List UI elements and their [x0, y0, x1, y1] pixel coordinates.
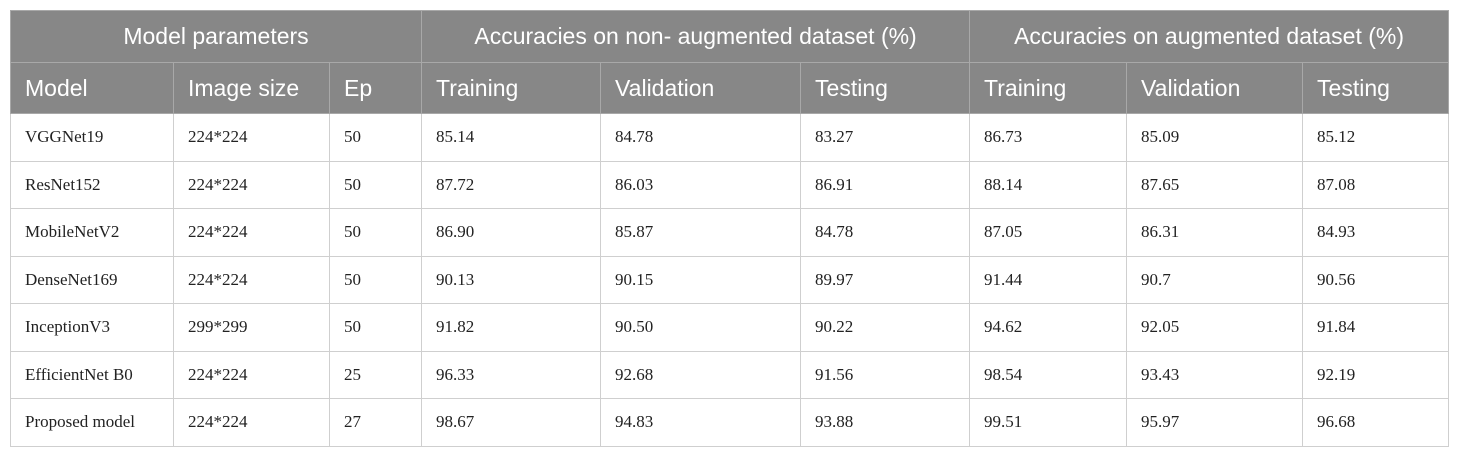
table-cell: EfficientNet B0 — [10, 350, 174, 399]
table-cell: 92.19 — [1302, 350, 1450, 399]
table-cell: 94.83 — [600, 398, 802, 447]
column-header: Testing — [800, 62, 971, 114]
table-cell: 299*299 — [173, 303, 330, 352]
column-header: Training — [421, 62, 602, 114]
table-cell: 85.09 — [1126, 113, 1304, 162]
table-cell: 95.97 — [1126, 398, 1304, 447]
table-cell: 84.78 — [600, 113, 802, 162]
table-cell: 50 — [328, 255, 423, 304]
table-cell: 91.82 — [421, 303, 602, 352]
table-cell: 224*224 — [173, 398, 330, 447]
table-cell: 224*224 — [173, 113, 330, 162]
table-cell: 86.73 — [969, 113, 1128, 162]
table-cell: 27 — [328, 398, 423, 447]
column-header: Ep — [328, 62, 423, 114]
table-cell: 87.72 — [421, 160, 602, 209]
column-header: Image size — [173, 62, 330, 114]
results-table: Model parameters Accuracies on non- augm… — [9, 10, 1450, 447]
table-cell: 91.44 — [969, 255, 1128, 304]
table-cell: 90.13 — [421, 255, 602, 304]
table-cell: 90.56 — [1302, 255, 1450, 304]
table-cell: Proposed model — [10, 398, 174, 447]
table-cell: 90.50 — [600, 303, 802, 352]
column-header: Training — [969, 62, 1128, 114]
table-cell: 85.12 — [1302, 113, 1450, 162]
table-cell: 84.78 — [800, 208, 971, 257]
table-cell: 25 — [328, 350, 423, 399]
table-cell: 50 — [328, 208, 423, 257]
table-cell: 85.87 — [600, 208, 802, 257]
table-cell: 94.62 — [969, 303, 1128, 352]
table-cell: 99.51 — [969, 398, 1128, 447]
table-cell: 87.65 — [1126, 160, 1304, 209]
table-cell: 90.7 — [1126, 255, 1304, 304]
table-cell: 83.27 — [800, 113, 971, 162]
table-cell: InceptionV3 — [10, 303, 174, 352]
group-header: Accuracies on augmented dataset (%) — [969, 10, 1450, 63]
table-row: ResNet152 224*224 50 87.72 86.03 86.91 88.14 87… — [10, 160, 1450, 209]
table-cell: 88.14 — [969, 160, 1128, 209]
table-cell: 93.88 — [800, 398, 971, 447]
table-cell: 91.84 — [1302, 303, 1450, 352]
column-header: Validation — [600, 62, 802, 114]
table-row: EfficientNet B0 224*224 25 96.33 92.68 91.56 9… — [10, 350, 1450, 399]
column-header: Model — [10, 62, 174, 114]
table-cell: 50 — [328, 160, 423, 209]
table-cell: 85.14 — [421, 113, 602, 162]
table-cell: 96.68 — [1302, 398, 1450, 447]
table-row: InceptionV3 299*299 50 91.82 90.50 90.22 94.62… — [10, 303, 1450, 352]
table-cell: MobileNetV2 — [10, 208, 174, 257]
table-cell: 50 — [328, 303, 423, 352]
table-row: MobileNetV2 224*224 50 86.90 85.87 84.78 87.05… — [10, 208, 1450, 257]
table-cell: 50 — [328, 113, 423, 162]
column-header-row: Model Image size Ep Training Validation Testi… — [10, 62, 1450, 114]
table-cell: 87.08 — [1302, 160, 1450, 209]
table-cell: 224*224 — [173, 255, 330, 304]
table-row: DenseNet169 224*224 50 90.13 90.15 89.97 91.44… — [10, 255, 1450, 304]
table-cell: 84.93 — [1302, 208, 1450, 257]
table-cell: 86.91 — [800, 160, 971, 209]
group-header: Model parameters — [9, 10, 423, 63]
table-cell: ResNet152 — [10, 160, 174, 209]
table-row: Proposed model 224*224 27 98.67 94.83 93.88 99… — [10, 398, 1450, 447]
table-cell: 89.97 — [800, 255, 971, 304]
table-cell: 224*224 — [173, 208, 330, 257]
table-cell: 87.05 — [969, 208, 1128, 257]
table-cell: 91.56 — [800, 350, 971, 399]
table-cell: 90.15 — [600, 255, 802, 304]
table-cell: 86.90 — [421, 208, 602, 257]
table-cell: 98.54 — [969, 350, 1128, 399]
table-cell: 224*224 — [173, 350, 330, 399]
table-body: VGGNet19 224*224 50 85.14 84.78 83.27 86.73 85.… — [10, 113, 1450, 447]
table-row: VGGNet19 224*224 50 85.14 84.78 83.27 86.73 85.… — [10, 113, 1450, 162]
table-cell: 90.22 — [800, 303, 971, 352]
group-header: Accuracies on non- augmented dataset (%) — [421, 10, 971, 63]
column-header: Validation — [1126, 62, 1304, 114]
table-cell: VGGNet19 — [10, 113, 174, 162]
table-cell: 93.43 — [1126, 350, 1304, 399]
table-cell: 92.05 — [1126, 303, 1304, 352]
table-cell: 86.03 — [600, 160, 802, 209]
group-header-row: Model parameters Accuracies on non- augm… — [9, 10, 1450, 63]
table-cell: DenseNet169 — [10, 255, 174, 304]
table-cell: 96.33 — [421, 350, 602, 399]
table-cell: 224*224 — [173, 160, 330, 209]
table-cell: 92.68 — [600, 350, 802, 399]
column-header: Testing — [1302, 62, 1450, 114]
table-cell: 86.31 — [1126, 208, 1304, 257]
table-cell: 98.67 — [421, 398, 602, 447]
